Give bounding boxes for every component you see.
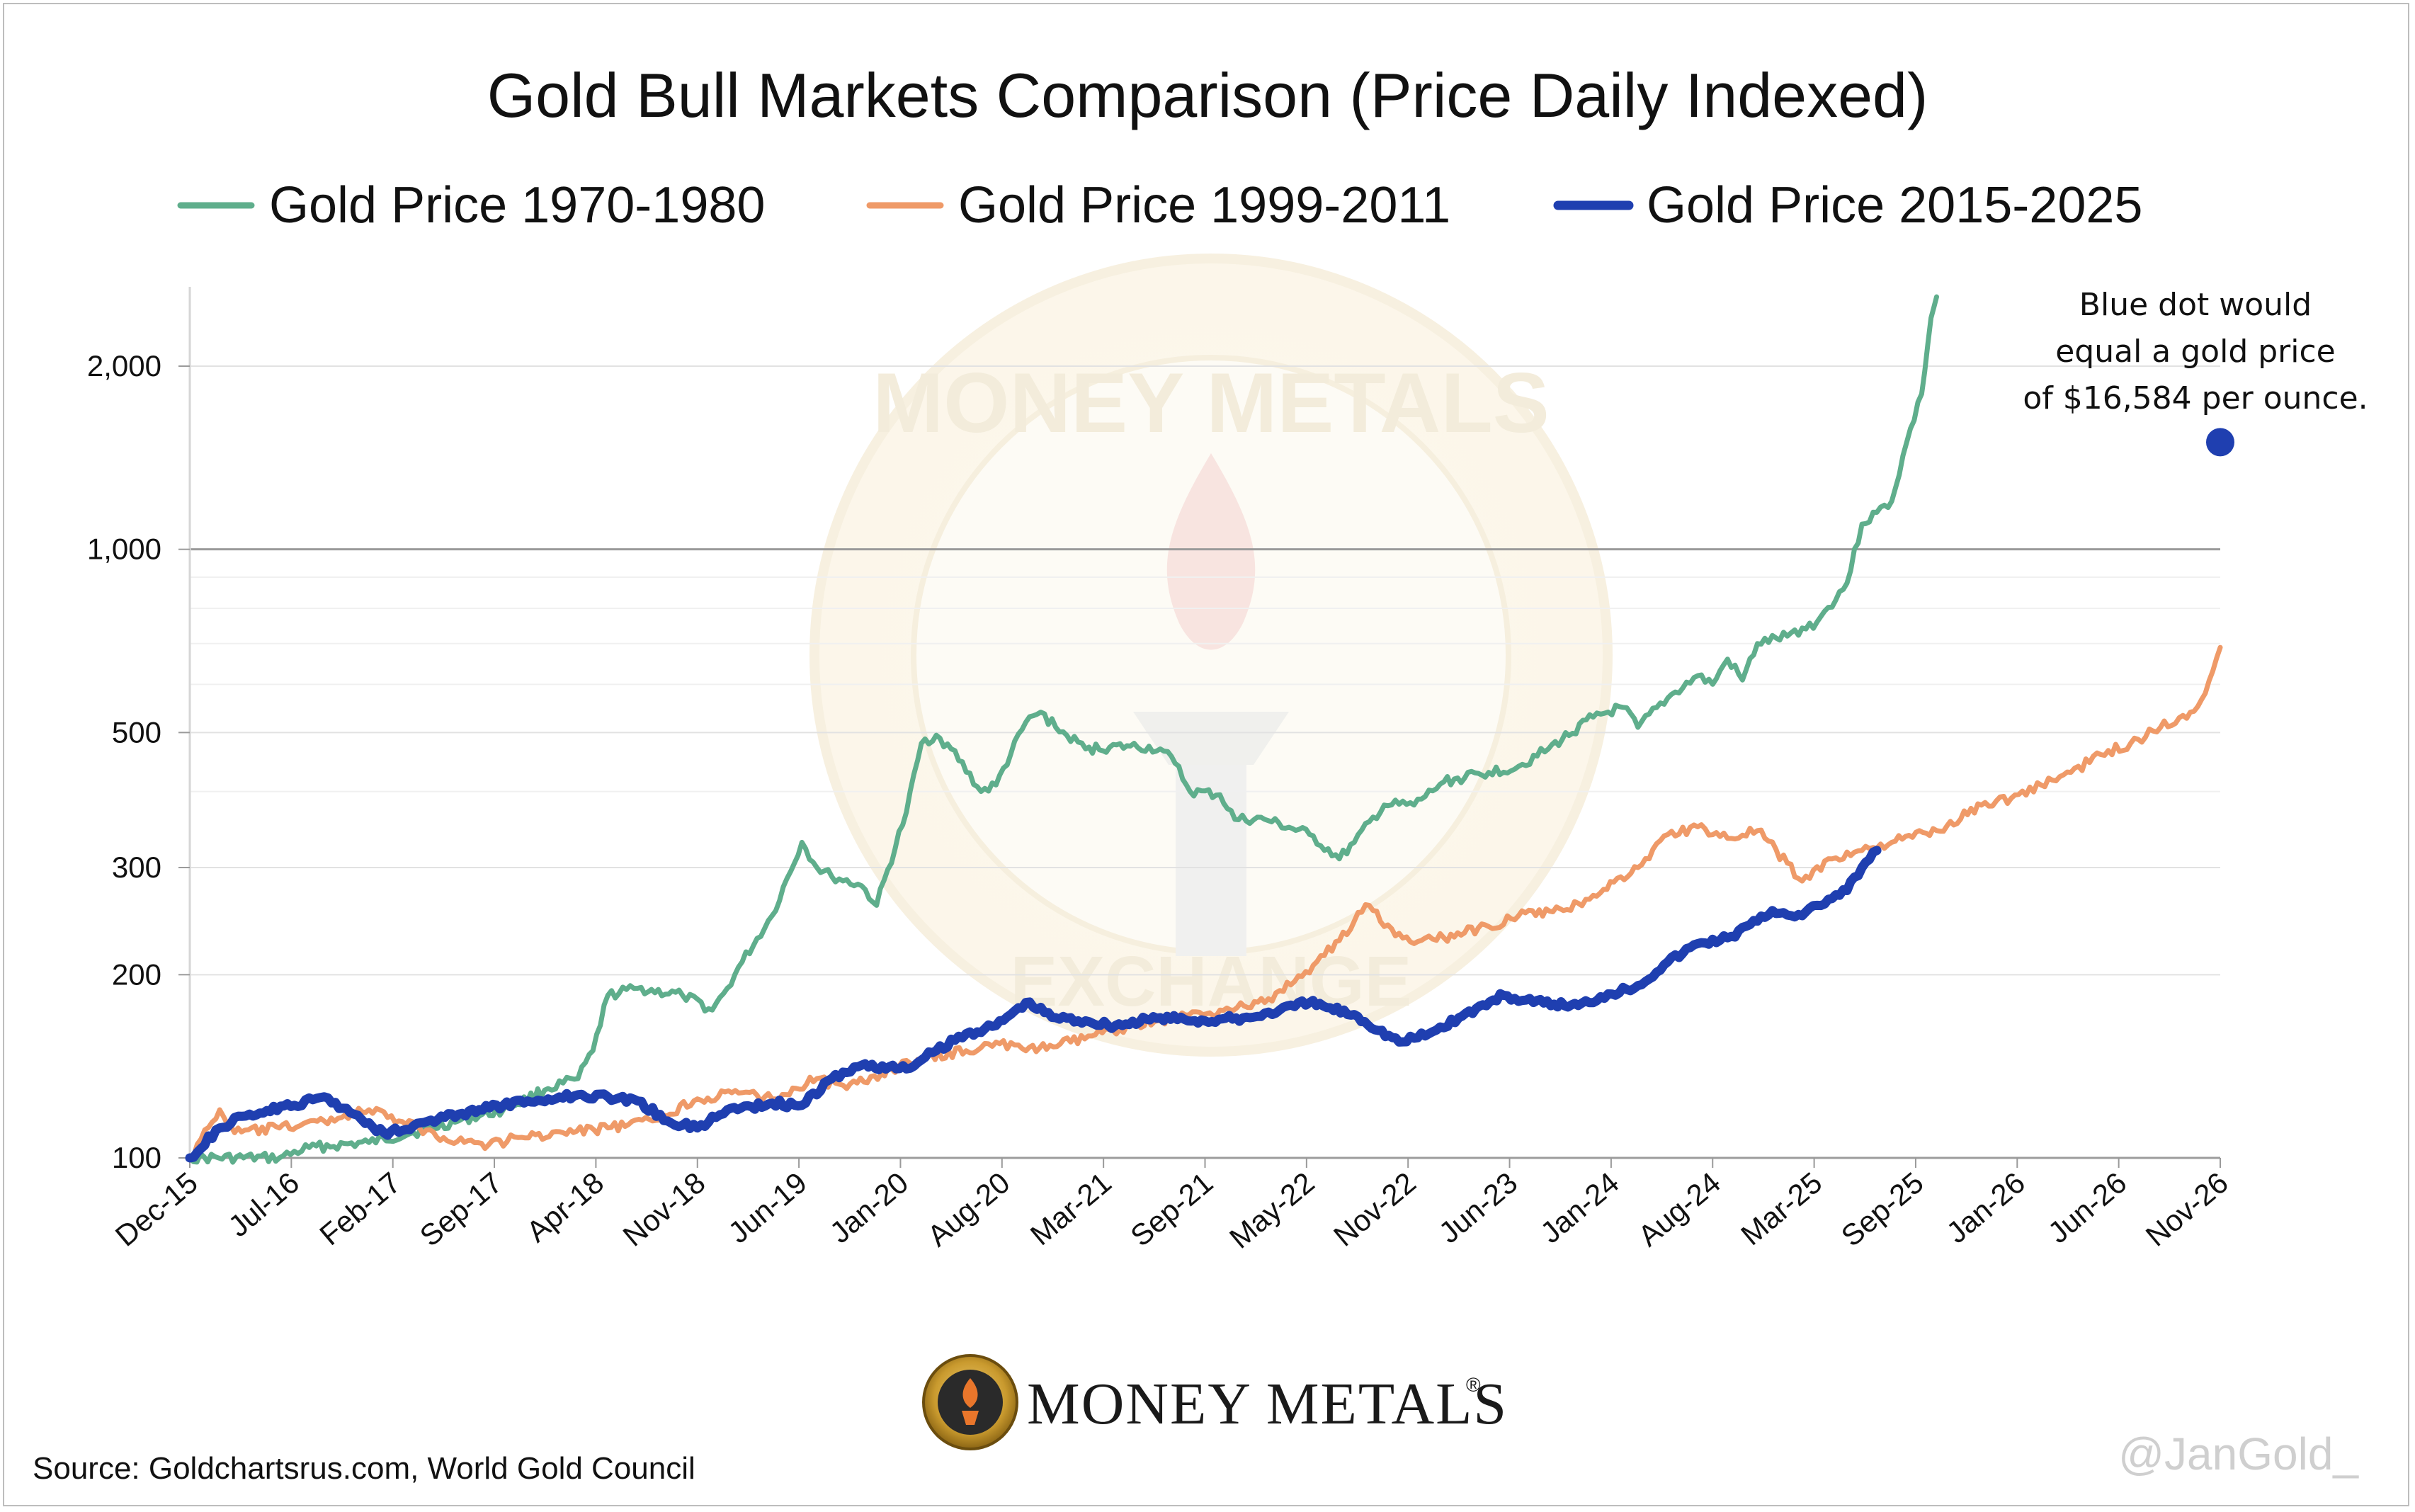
- x-tick-label: Jun-19: [722, 1166, 813, 1250]
- x-tick-label: Mar-25: [1734, 1166, 1828, 1252]
- source-note: Source: Goldchartsrus.com, World Gold Co…: [33, 1451, 695, 1486]
- chart-title: Gold Bull Markets Comparison (Price Dail…: [487, 60, 1928, 130]
- x-tick-label: Sep-17: [414, 1166, 508, 1253]
- legend-label: Gold Price 2015-2025: [1647, 177, 2142, 234]
- x-tick-label: Nov-22: [1327, 1166, 1422, 1253]
- legend-label: Gold Price 1999-2011: [958, 177, 1450, 234]
- y-tick-label: 300: [112, 851, 161, 884]
- x-tick-label: Jun-23: [1433, 1166, 1524, 1250]
- x-tick-label: Jul-16: [222, 1166, 305, 1244]
- series-line: [185, 846, 1882, 1163]
- brand-name: MONEY METALS: [1027, 1371, 1508, 1437]
- series-line: [187, 294, 1939, 1165]
- x-tick-label: Sep-25: [1835, 1166, 1930, 1253]
- x-tick-label: Jan-24: [1534, 1166, 1625, 1250]
- x-tick-label: Nov-18: [617, 1166, 712, 1253]
- watermark-seal: MONEY METALS EXCHANGE: [809, 254, 1613, 1057]
- x-tick-label: Apr-18: [520, 1166, 610, 1249]
- author-handle: @JanGold_: [2118, 1428, 2359, 1479]
- x-tick-label: Nov-26: [2140, 1166, 2234, 1253]
- x-tick-label: Aug-20: [921, 1166, 1016, 1253]
- brand-logo: MONEY METALS ®: [922, 1354, 1508, 1450]
- legend: Gold Price 1970-1980 Gold Price 1999-2011…: [177, 177, 2142, 234]
- y-tick-label: 100: [112, 1141, 161, 1174]
- x-tick-label: Jun-26: [2042, 1166, 2133, 1250]
- brand-registered-mark: ®: [1466, 1374, 1481, 1396]
- x-tick-label: Feb-17: [313, 1166, 407, 1252]
- projection-dot: [2206, 428, 2234, 457]
- y-tick-label: 1,000: [87, 533, 161, 566]
- x-tick-label: Jan-26: [1940, 1166, 2031, 1250]
- x-tick-label: Mar-21: [1024, 1166, 1118, 1252]
- x-tick-label: Jan-20: [824, 1166, 915, 1250]
- y-tick-label: 200: [112, 957, 161, 991]
- x-tick-label: Sep-21: [1124, 1166, 1219, 1253]
- annotation-line: of $16,584 per ounce.: [2023, 380, 2368, 416]
- x-tick-label: Aug-24: [1632, 1166, 1727, 1253]
- y-tick-labels: 100 200 300 500 1,000 2,000: [87, 349, 190, 1174]
- annotation-line: Blue dot would: [2079, 287, 2312, 323]
- legend-label: Gold Price 1970-1980: [269, 177, 765, 234]
- x-tick-label: May-22: [1223, 1166, 1321, 1255]
- y-tick-label: 500: [112, 715, 161, 749]
- annotation-line: equal a gold price: [2055, 334, 2336, 370]
- torch-icon: [962, 1378, 979, 1425]
- series-group: [185, 294, 2234, 1165]
- y-tick-label: 2,000: [87, 349, 161, 382]
- annotation: Blue dot would equal a gold price of $16,5…: [2023, 287, 2368, 416]
- x-tick-label: Dec-15: [109, 1166, 204, 1253]
- watermark-top-text: MONEY METALS: [873, 356, 1550, 450]
- watermark-bottom-text: EXCHANGE: [1011, 942, 1412, 1021]
- x-tick-labels: Dec-15 Jul-16 Feb-17 Sep-17 Apr-18 Nov-18 Jun-…: [109, 1158, 2234, 1255]
